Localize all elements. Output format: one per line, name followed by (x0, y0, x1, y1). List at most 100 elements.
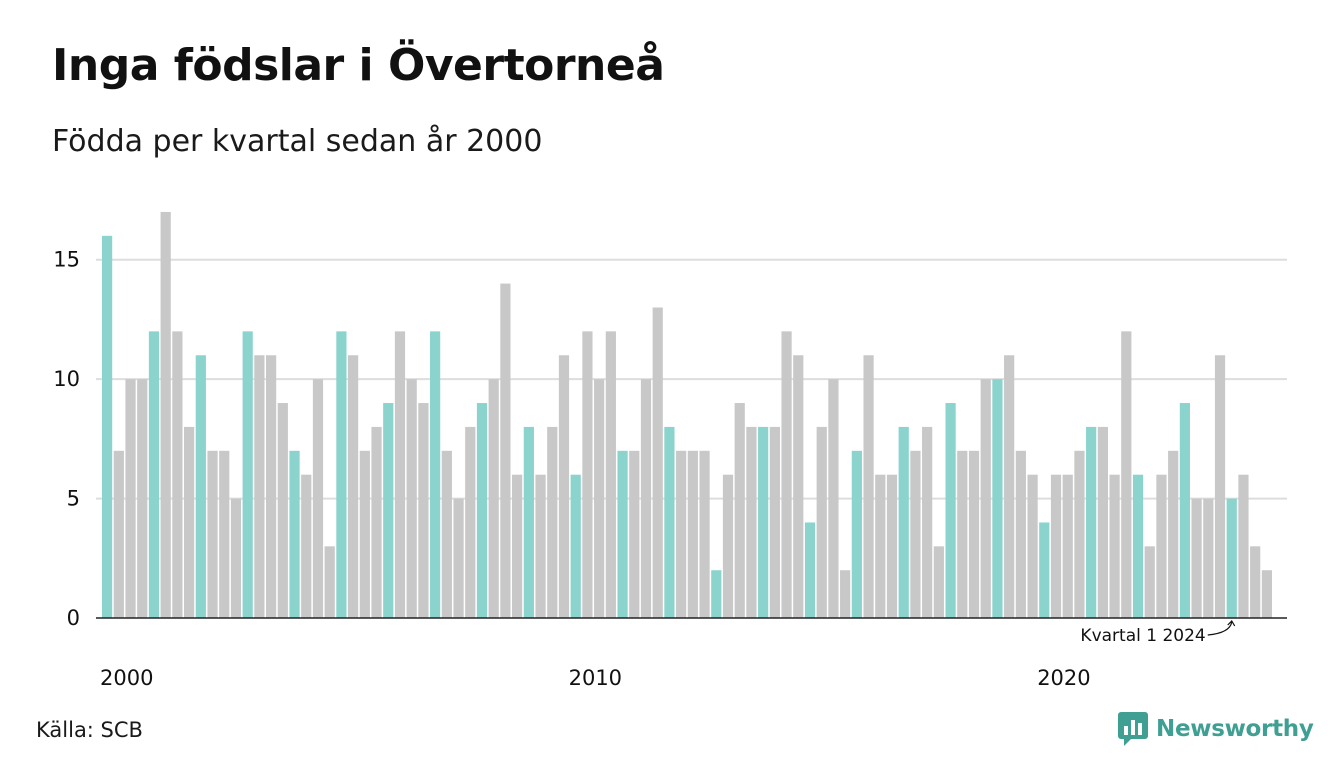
x-axis-ticks: 2000 2010 2020 (100, 666, 1091, 690)
y-tick-label: 15 (53, 248, 80, 272)
annotation: Kvartal 1 2024 (1080, 620, 1236, 646)
bar (980, 379, 991, 618)
bar (840, 570, 851, 618)
bar (125, 379, 136, 618)
bar (523, 426, 534, 618)
bar (558, 355, 570, 618)
bar (664, 426, 675, 618)
annotation-label: Kvartal 1 2024 (1080, 626, 1205, 646)
bar (348, 355, 359, 618)
bar (1039, 522, 1050, 618)
bar (160, 211, 171, 618)
bar (1250, 546, 1261, 618)
bar (968, 450, 980, 618)
bar (1144, 546, 1155, 618)
bar (1214, 355, 1226, 618)
bar (324, 546, 335, 618)
bar (406, 379, 417, 618)
bar (1261, 570, 1272, 618)
bar (242, 331, 253, 618)
bar (430, 331, 441, 618)
bar (254, 355, 265, 618)
y-tick-label: 0 (67, 606, 80, 630)
bar (758, 426, 769, 618)
bar (289, 450, 300, 618)
bar (465, 426, 476, 618)
bar (1168, 450, 1179, 618)
bar (851, 450, 862, 618)
chart-title: Inga födslar i Övertorneå (52, 40, 665, 91)
bar (933, 546, 944, 618)
bar (547, 426, 558, 618)
bar (453, 498, 464, 618)
bar (277, 403, 288, 618)
bar (1156, 474, 1167, 618)
bar (359, 450, 370, 618)
bar (1191, 498, 1202, 618)
bar (629, 450, 640, 618)
bar (570, 474, 581, 618)
bar (476, 403, 488, 618)
chart-subtitle: Födda per kvartal sedan år 2000 (52, 124, 543, 159)
y-tick-label: 10 (53, 367, 80, 391)
bar (617, 450, 628, 618)
bar (863, 355, 874, 618)
bar (301, 474, 312, 618)
bar (394, 331, 406, 618)
bar (219, 450, 230, 618)
bar (793, 355, 804, 618)
bar (957, 450, 968, 618)
bar (312, 379, 324, 618)
bar (734, 403, 745, 618)
bar (1097, 426, 1108, 618)
bar (418, 403, 429, 618)
bar (769, 426, 780, 618)
bar (676, 450, 687, 618)
bar (1004, 355, 1015, 618)
bar (594, 379, 605, 618)
bar (687, 450, 698, 618)
bars (102, 211, 1272, 618)
bar (266, 355, 277, 618)
bar (1132, 474, 1144, 618)
bar (1203, 498, 1214, 618)
bar (383, 403, 394, 618)
source-note: Källa: SCB (36, 718, 143, 742)
bar (1050, 474, 1062, 618)
bar (230, 498, 242, 618)
bar (1109, 474, 1120, 618)
bar (441, 450, 452, 618)
bar (711, 570, 722, 618)
bar (1179, 403, 1190, 618)
bar (582, 331, 593, 618)
bar (535, 474, 546, 618)
bar (1121, 331, 1132, 618)
bar (652, 307, 663, 618)
bar (500, 283, 511, 618)
bar (605, 331, 616, 618)
bar (922, 426, 933, 618)
bar (699, 450, 710, 618)
logo-text: Newsworthy (1156, 716, 1314, 742)
x-tick-label: 2010 (569, 666, 622, 690)
bar (137, 379, 148, 618)
bar (804, 522, 816, 618)
bar (184, 426, 195, 618)
bar (746, 426, 757, 618)
bar (1062, 474, 1073, 618)
bar (640, 379, 652, 618)
y-tick-label: 5 (67, 487, 80, 511)
bar (1027, 474, 1038, 618)
bar (816, 426, 827, 618)
bar (207, 450, 218, 618)
annotation-arrow (1207, 620, 1236, 636)
bar (371, 426, 382, 618)
bar (898, 426, 909, 618)
bar (102, 235, 113, 618)
bar (875, 474, 886, 618)
newsworthy-logo: Newsworthy (1118, 712, 1314, 746)
bar (992, 379, 1003, 618)
bar (1074, 450, 1085, 618)
bar (722, 474, 734, 618)
